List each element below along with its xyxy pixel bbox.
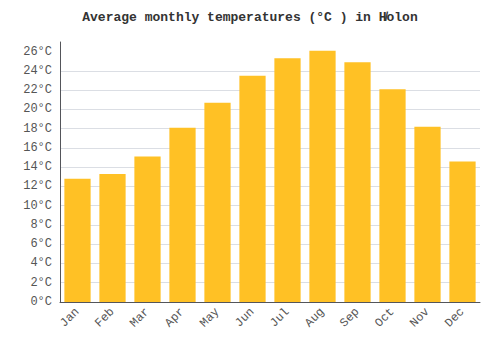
svg-text:Jun: Jun (232, 305, 257, 330)
svg-text:Apr: Apr (162, 305, 187, 330)
svg-text:Feb: Feb (92, 305, 117, 330)
svg-text:4°C: 4°C (30, 256, 52, 270)
svg-text:Oct: Oct (372, 305, 397, 330)
svg-text:10°C: 10°C (23, 199, 52, 213)
svg-text:2°C: 2°C (30, 276, 52, 290)
svg-text:Sep: Sep (337, 305, 362, 330)
svg-text:Mar: Mar (127, 305, 152, 330)
svg-text:8°C: 8°C (30, 218, 52, 232)
svg-text:0°C: 0°C (30, 295, 52, 309)
svg-text:Nov: Nov (407, 305, 432, 330)
svg-text:Jul: Jul (267, 305, 292, 330)
svg-text:26°C: 26°C (23, 45, 52, 59)
svg-text:18°C: 18°C (23, 122, 52, 136)
svg-text:16°C: 16°C (23, 141, 52, 155)
svg-text:Average monthly temperatures (: Average monthly temperatures (°C ) in H̸… (82, 10, 418, 25)
svg-text:14°C: 14°C (23, 160, 52, 174)
svg-text:6°C: 6°C (30, 237, 52, 251)
svg-text:Aug: Aug (302, 305, 327, 330)
svg-text:Dec: Dec (442, 305, 467, 330)
svg-text:Jan: Jan (57, 305, 82, 330)
svg-text:24°C: 24°C (23, 64, 52, 78)
svg-text:22°C: 22°C (23, 83, 52, 97)
svg-text:12°C: 12°C (23, 179, 52, 193)
svg-text:May: May (197, 305, 222, 330)
svg-text:20°C: 20°C (23, 102, 52, 116)
